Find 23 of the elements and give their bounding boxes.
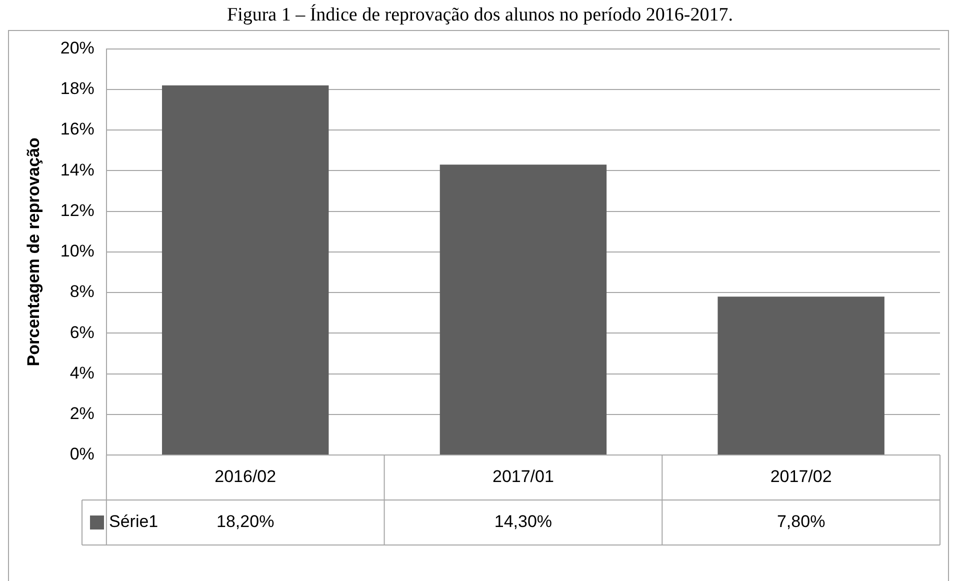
bar	[440, 164, 607, 454]
y-tick-label: 10%	[60, 242, 94, 261]
y-tick-label: 6%	[70, 322, 94, 342]
x-tick-label: 2017/01	[492, 467, 554, 486]
chart-title: Figura 1 – Índice de reprovação dos alunos no período 2016-2017.	[226, 3, 734, 26]
x-tick-label: 2017/02	[770, 467, 832, 486]
y-tick-label: 12%	[60, 200, 94, 220]
y-tick-label: 16%	[60, 120, 94, 139]
legend-label: Série1	[109, 512, 158, 532]
y-tick-label: 8%	[70, 282, 94, 302]
data-label: 7,80%	[776, 512, 826, 532]
y-tick-label: 18%	[60, 79, 94, 98]
y-tick-label: 14%	[60, 160, 94, 180]
y-tick-label: 2%	[70, 404, 94, 424]
y-tick-label: 4%	[70, 363, 94, 382]
y-tick-label: 20%	[60, 38, 94, 58]
data-label: 14,30%	[494, 512, 552, 532]
data-label: 18,20%	[216, 512, 274, 532]
bar	[162, 85, 329, 454]
x-tick-label: 2016/02	[214, 467, 276, 486]
y-axis-title: Porcentagem de reprovação	[24, 138, 43, 366]
y-tick-label: 0%	[70, 444, 94, 464]
bar	[718, 296, 884, 454]
